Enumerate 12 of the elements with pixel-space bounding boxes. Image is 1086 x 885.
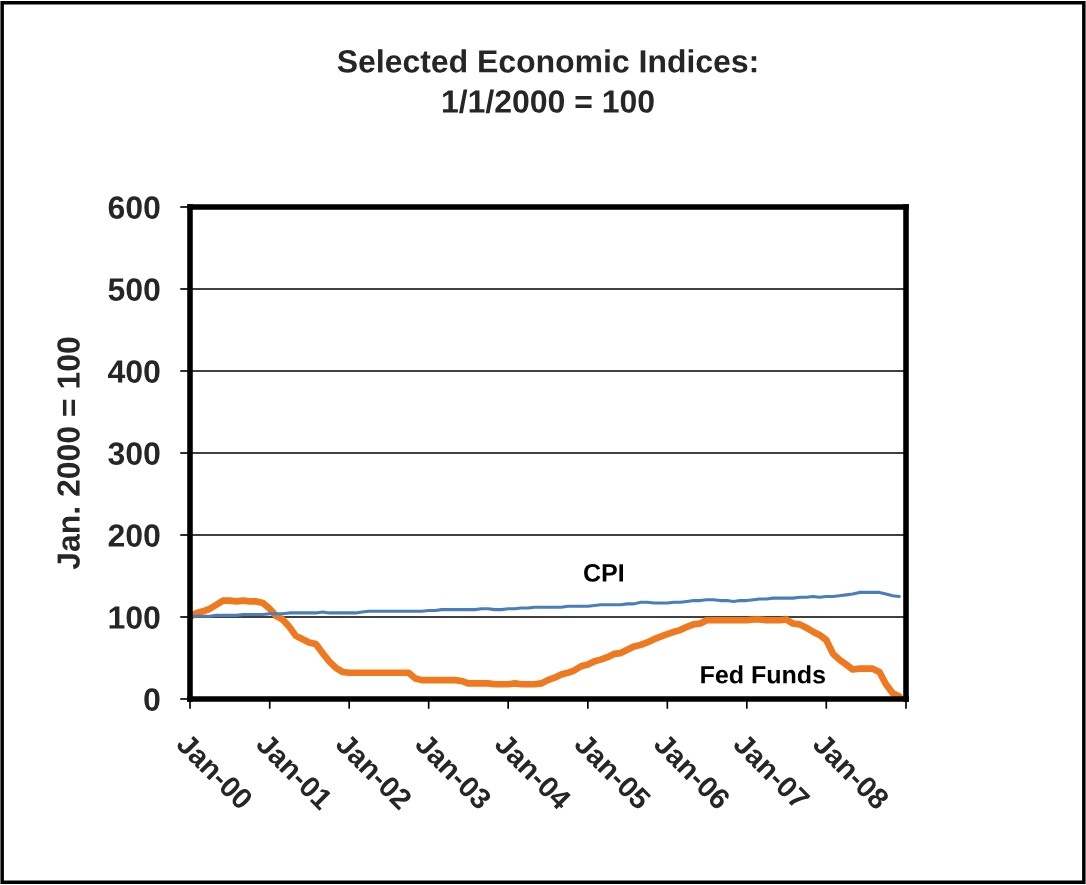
- y-tick-label: 300: [108, 442, 160, 465]
- y-tick-label: 400: [108, 360, 160, 383]
- y-tick-label: 500: [108, 278, 160, 301]
- y-axis-title: Jan. 2000 = 100: [57, 337, 80, 570]
- y-tick-label: 200: [108, 524, 160, 547]
- chart-title: Selected Economic Indices: 1/1/2000 = 100: [337, 49, 757, 114]
- y-tick-label: 0: [144, 688, 160, 711]
- y-tick-label: 100: [109, 606, 160, 629]
- y-tick-label: 600: [108, 196, 160, 219]
- series-label: Fed Funds: [701, 665, 825, 684]
- line-series: [190, 590, 901, 619]
- series-label: CPI: [584, 564, 624, 582]
